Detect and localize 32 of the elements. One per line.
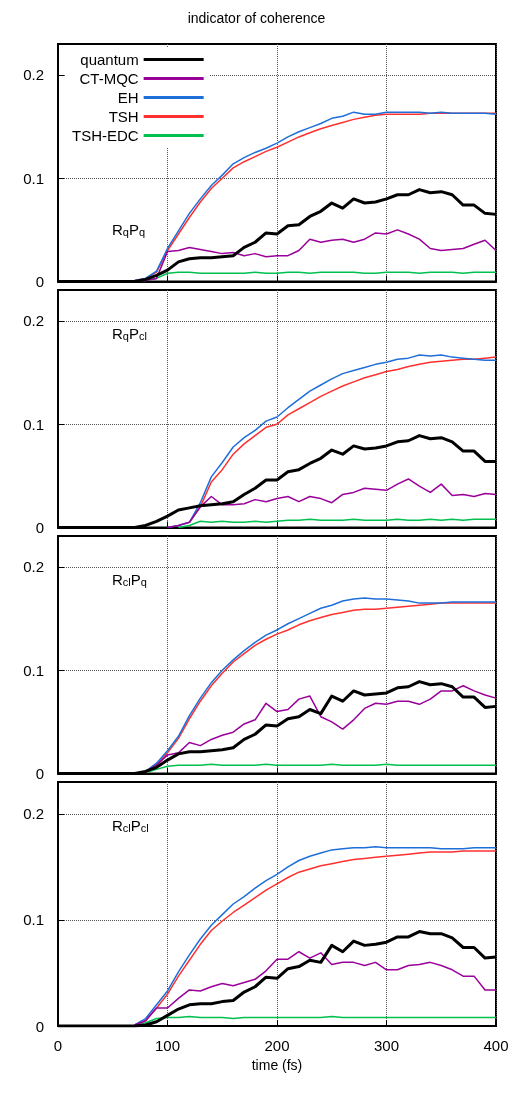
legend-label: CT-MQC — [79, 70, 139, 87]
y-tick-label: 0.2 — [23, 805, 44, 823]
x-tick-label: 200 — [264, 1037, 290, 1054]
y-tick-label: 0.1 — [23, 661, 44, 679]
annotation: RclPcl — [112, 817, 149, 834]
legend-label: TSH — [108, 108, 139, 125]
line-series — [166, 478, 497, 529]
y-tick-label: 0.1 — [23, 169, 44, 187]
line-series — [177, 518, 497, 529]
y-tick-label: 0 — [35, 765, 44, 782]
y-tick-label: 0 — [35, 1017, 44, 1035]
x-axis-title: time (fs) — [251, 1056, 303, 1073]
y-tick-label: 0.1 — [23, 911, 44, 929]
y-tick-label: 0 — [35, 273, 44, 290]
chart-title: indicator of coherence — [187, 10, 326, 26]
y-tick-label: 0.1 — [23, 415, 44, 433]
legend-label: TSH-EDC — [71, 127, 139, 144]
x-tick-label: 100 — [154, 1037, 181, 1054]
y-tick-label: 0.2 — [23, 558, 44, 576]
annotation: RqPq — [112, 221, 146, 238]
annotation: RqPcl — [112, 325, 147, 342]
line-series — [144, 763, 497, 774]
legend-label: EH — [117, 89, 139, 106]
line-series — [133, 950, 497, 1026]
y-tick-label: 0.2 — [23, 66, 44, 84]
x-tick-label: 300 — [373, 1037, 400, 1054]
y-tick-label: 0.2 — [23, 312, 44, 330]
annotation: RclPq — [112, 571, 147, 588]
x-tick-label: 400 — [483, 1037, 509, 1054]
legend-label: quantum — [80, 51, 139, 68]
y-tick-label: 0 — [35, 519, 44, 536]
x-tick-label: 0 — [53, 1037, 63, 1054]
